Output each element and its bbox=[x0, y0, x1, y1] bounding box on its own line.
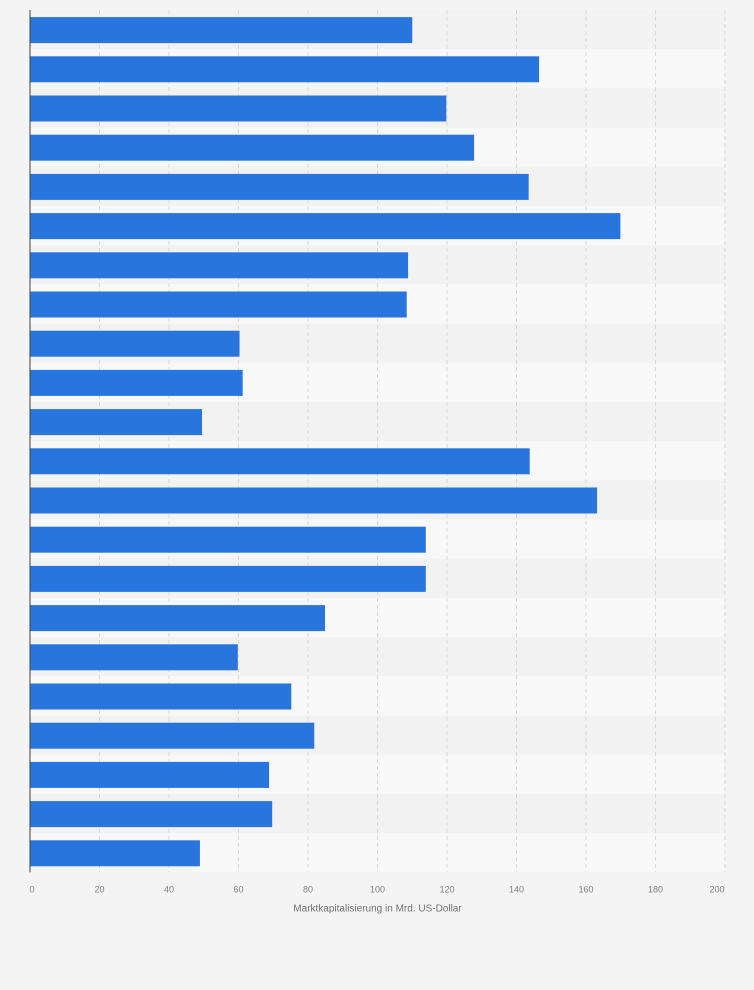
x-axis-label: Marktkapitalisierung in Mrd. US-Dollar bbox=[293, 903, 462, 914]
bar[interactable] bbox=[30, 134, 475, 161]
x-tick-label: 60 bbox=[233, 884, 243, 894]
x-tick-label: 40 bbox=[164, 884, 174, 894]
bar[interactable] bbox=[30, 448, 530, 475]
bar[interactable] bbox=[30, 840, 200, 867]
bar[interactable] bbox=[30, 487, 598, 514]
bar[interactable] bbox=[30, 605, 326, 632]
bar[interactable] bbox=[30, 644, 238, 671]
x-tick-label: 140 bbox=[509, 884, 524, 894]
x-tick-label: 160 bbox=[578, 884, 593, 894]
bar[interactable] bbox=[30, 252, 409, 279]
x-tick-label: 180 bbox=[648, 884, 663, 894]
bar[interactable] bbox=[30, 213, 621, 240]
bar[interactable] bbox=[30, 565, 426, 592]
bar[interactable] bbox=[30, 526, 426, 553]
bar[interactable] bbox=[30, 761, 270, 788]
bar[interactable] bbox=[30, 173, 529, 200]
x-tick-label: 100 bbox=[370, 884, 385, 894]
bar[interactable] bbox=[30, 722, 315, 749]
x-tick-label: 80 bbox=[303, 884, 313, 894]
bar[interactable] bbox=[30, 56, 540, 83]
x-tick-label: 20 bbox=[94, 884, 104, 894]
x-tick-label: 0 bbox=[29, 884, 34, 894]
bar[interactable] bbox=[30, 17, 413, 44]
bar[interactable] bbox=[30, 330, 240, 357]
bar[interactable] bbox=[30, 95, 447, 122]
bar[interactable] bbox=[30, 291, 407, 318]
x-tick-label: 200 bbox=[709, 884, 724, 894]
x-axis-ticks: 0 20 40 60 80 100 120 140 160 180 200 bbox=[29, 884, 724, 894]
bar-series bbox=[30, 17, 621, 867]
bar[interactable] bbox=[30, 801, 273, 828]
bar[interactable] bbox=[30, 409, 203, 436]
x-tick-label: 120 bbox=[439, 884, 454, 894]
bar[interactable] bbox=[30, 369, 243, 396]
bar[interactable] bbox=[30, 683, 292, 710]
